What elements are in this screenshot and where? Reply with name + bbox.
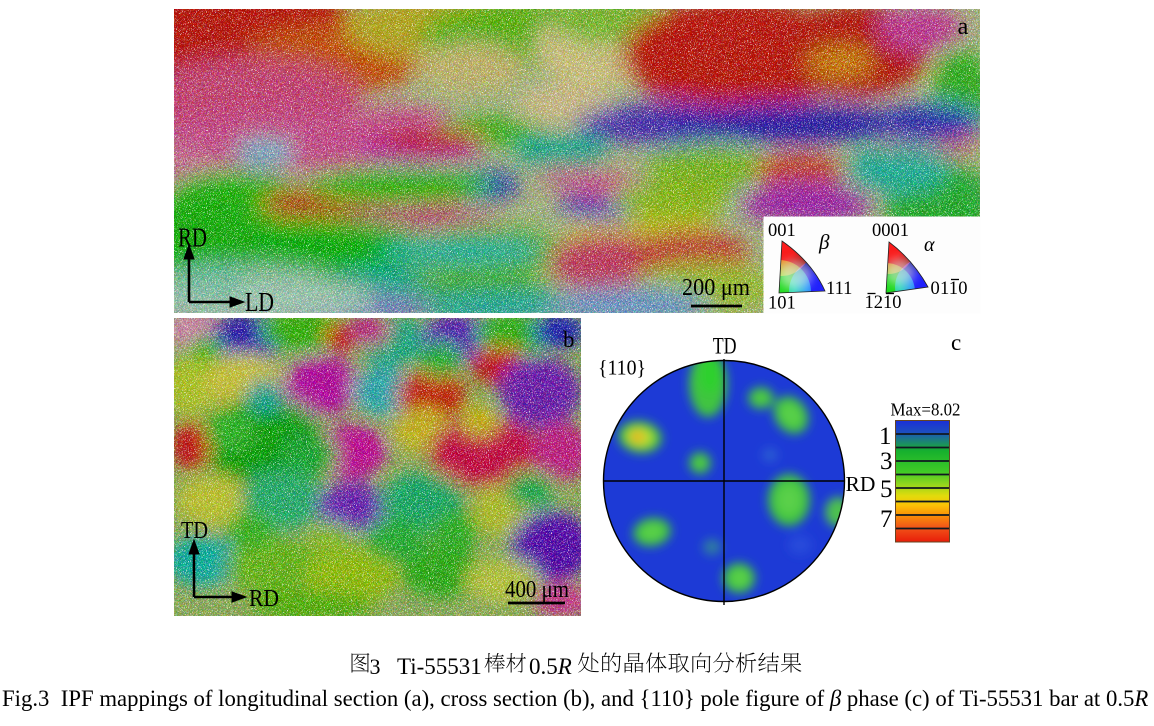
svg-text:β: β	[818, 230, 830, 254]
svg-text:Ti-55531: Ti-55531	[397, 654, 482, 679]
svg-text:101: 101	[768, 294, 796, 314]
svg-text:7: 7	[880, 506, 893, 533]
svg-text:001: 001	[768, 221, 796, 241]
svg-text:111: 111	[826, 279, 852, 299]
svg-text:3: 3	[370, 654, 381, 679]
svg-text:TD: TD	[713, 334, 737, 359]
svg-text:b: b	[563, 327, 575, 352]
svg-text:Max=8.02: Max=8.02	[891, 400, 961, 420]
svg-text:a: a	[958, 13, 969, 40]
svg-text:3: 3	[880, 448, 893, 475]
svg-text:RD: RD	[249, 586, 279, 612]
svg-text:400 μm: 400 μm	[505, 576, 569, 603]
svg-text:α: α	[924, 234, 935, 256]
svg-text:0110: 0110	[931, 279, 968, 299]
svg-text:c: c	[951, 330, 961, 355]
svg-text:1: 1	[879, 423, 892, 450]
svg-text:0.5R: 0.5R	[529, 654, 572, 679]
svg-text:Fig.3 IPF mappings of longitu: Fig.3 IPF mappings of longitudinal secti…	[2, 686, 1148, 711]
svg-text:5: 5	[880, 476, 893, 503]
svg-text:RD: RD	[846, 472, 876, 496]
svg-text:{110}: {110}	[598, 356, 646, 380]
svg-text:200 μm: 200 μm	[682, 274, 750, 301]
svg-text:LD: LD	[245, 287, 274, 317]
svg-text:TD: TD	[181, 518, 208, 544]
svg-text:0001: 0001	[872, 221, 909, 241]
svg-text:1210: 1210	[865, 293, 902, 313]
svg-text:RD: RD	[178, 223, 207, 253]
